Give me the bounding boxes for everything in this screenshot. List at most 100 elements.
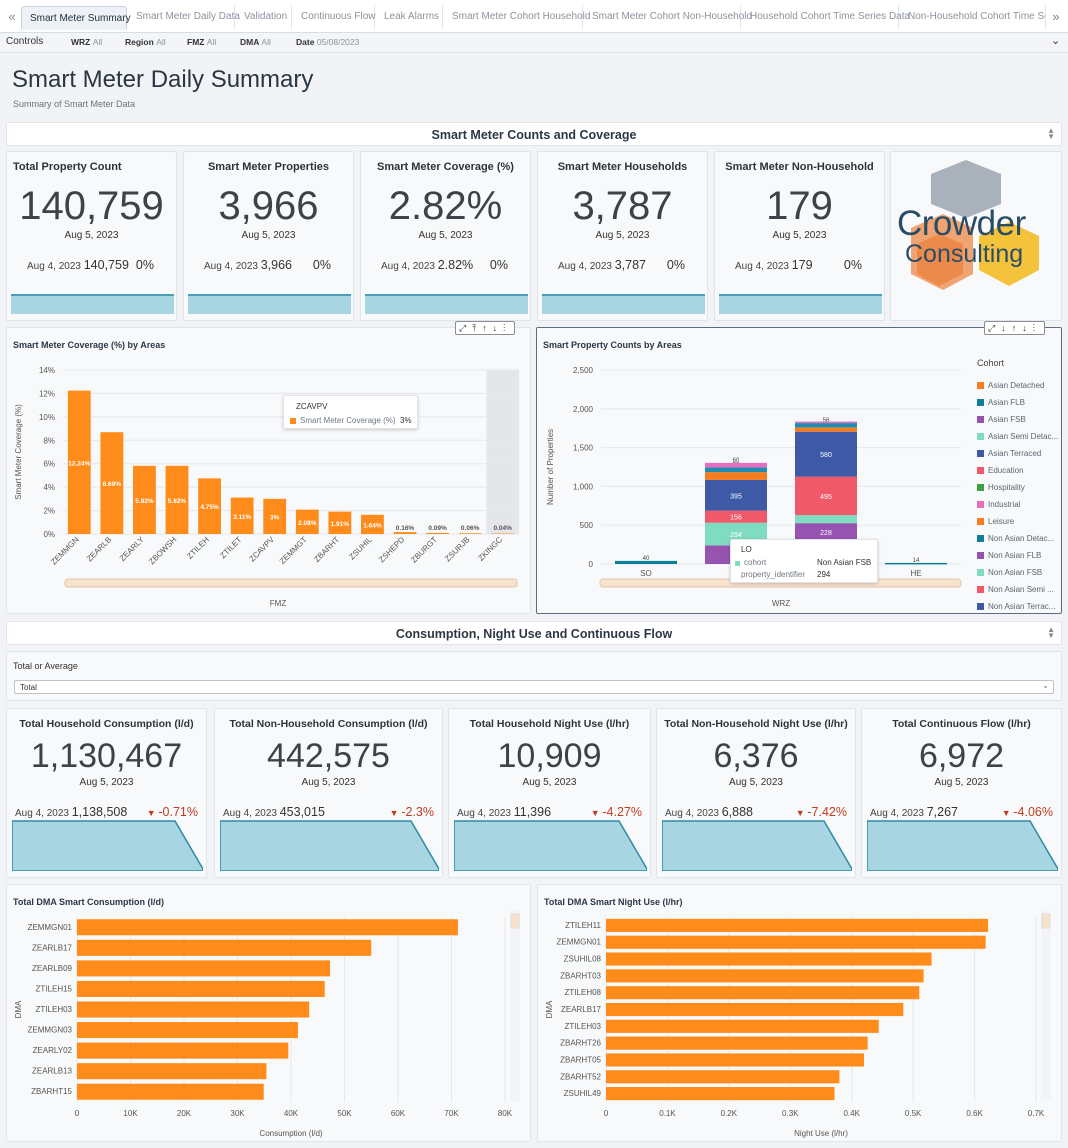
wrz-filter[interactable]: WRZ All xyxy=(71,37,103,47)
dma-consumption-svg[interactable]: 0 10K 20K 30K 40K 50K 60K 70K 80K ZEMMGN01 ZEARLB1… xyxy=(7,885,532,1143)
tab-continuous-flow[interactable]: Continuous Flow xyxy=(293,5,375,29)
kpi-comparison: Aug 4, 2023 7,267 xyxy=(870,805,958,819)
data-label: 156 xyxy=(730,515,742,522)
legend-item[interactable]: Asian FSB xyxy=(977,415,1026,424)
kpi-delta: 0% xyxy=(313,258,331,272)
legend-item[interactable]: Industrial xyxy=(977,500,1020,509)
y-tick-label: 4% xyxy=(43,483,55,492)
scrollbar-track xyxy=(1041,911,1051,1101)
y-tick-label: ZTILEH11 xyxy=(565,921,601,930)
kpi-card: Smart Meter Households 3,787 Aug 5, 2023 Au… xyxy=(537,151,708,321)
kpi-prev-value: 179 xyxy=(791,258,813,272)
legend-item[interactable]: Asian FLB xyxy=(977,398,1025,407)
total-or-average-select[interactable]: Total ⌄ xyxy=(14,680,1054,694)
x-tick-label: ZSURJB xyxy=(443,535,471,563)
kpi-value: 3,787 xyxy=(572,184,673,228)
stacked-bar-segment xyxy=(705,510,767,523)
tabs-scroll-left-icon[interactable]: « xyxy=(8,9,16,24)
x-tick-label: 0.5K xyxy=(905,1109,922,1118)
x-tick-label: ZCAVPV xyxy=(248,535,277,564)
dma-night-use-svg[interactable]: 0 0.1K 0.2K 0.3K 0.4K 0.5K 0.6K 0.7K ZTILEH11 ZEM… xyxy=(538,885,1063,1143)
chart-toolbar[interactable]: ⤢⤒↑↓⋮ xyxy=(455,321,516,335)
y-axis-title: DMA xyxy=(545,1000,554,1018)
x-tick-label: SO xyxy=(640,569,652,578)
tab-cohort-non-household[interactable]: Smart Meter Cohort Non-Household xyxy=(584,5,752,29)
legend-swatch xyxy=(977,518,984,525)
bar xyxy=(606,1002,904,1017)
controls-label: Controls xyxy=(6,36,44,47)
y-axis-title: DMA xyxy=(14,1000,23,1018)
y-tick-label: ZBARHT05 xyxy=(560,1055,601,1064)
tooltip-title: ZCAVPV xyxy=(296,402,328,411)
x-tick-label: ZBOWSH xyxy=(147,535,178,566)
cohort-legend[interactable]: Asian Detached Asian FLB Asian FSB Asian Se… xyxy=(977,381,1061,611)
legend-item[interactable]: Leisure xyxy=(977,517,1014,526)
bar xyxy=(230,497,254,534)
controls-bar[interactable]: Controls WRZ All Region All FMZ All DMA … xyxy=(0,33,1068,53)
kpi-sparkline xyxy=(220,820,439,871)
x-tick-label: ZEMMGT xyxy=(278,535,309,566)
y-tick-label: 14% xyxy=(39,366,55,375)
tab-household-time-series[interactable]: Household Cohort Time Series Data xyxy=(742,5,910,29)
bar xyxy=(361,514,384,534)
tooltip-row: Smart Meter Coverage (%) 3% xyxy=(290,416,412,425)
region-filter[interactable]: Region All xyxy=(125,37,166,47)
legend-swatch xyxy=(977,586,984,593)
kpi-date: Aug 5, 2023 xyxy=(772,230,827,241)
data-label: 4.75% xyxy=(200,504,219,511)
tab-smart-meter-summary[interactable]: Smart Meter Summary xyxy=(21,6,131,30)
x-axis-title: Night Use (l/hr) xyxy=(794,1129,848,1138)
kpi-card: Total Non-Household Night Use (l/hr) 6,37… xyxy=(656,708,856,878)
collapse-toggle-icon[interactable]: ▲ ▼ xyxy=(1047,126,1055,141)
legend-item[interactable]: Asian Semi Detac... xyxy=(977,432,1058,441)
legend-item[interactable]: Asian Detached xyxy=(977,381,1044,390)
data-label: 0.16% xyxy=(396,525,415,532)
stacked-bar-segment xyxy=(795,431,857,477)
y-tick-label: 12% xyxy=(39,389,55,398)
tabs-scroll-right-icon[interactable]: » xyxy=(1052,9,1060,24)
chevron-down-icon[interactable]: ⌄ xyxy=(1051,35,1061,47)
kpi-delta-value: -7.42% xyxy=(807,805,847,819)
tab-validation[interactable]: Validation xyxy=(236,5,292,29)
kpi-delta: 0% xyxy=(844,258,862,272)
tab-leak-alarms[interactable]: Leak Alarms xyxy=(376,5,443,29)
x-tick-label: ZTILET xyxy=(218,535,243,560)
bar xyxy=(606,1087,835,1101)
bar xyxy=(165,465,189,534)
kpi-delta-value: 0% xyxy=(489,258,508,272)
legend-item[interactable]: Non Asian FLB xyxy=(977,551,1041,560)
legend-item[interactable]: Hospitality xyxy=(977,483,1025,492)
y-tick-label: 0% xyxy=(43,530,55,539)
kpi-prev-value: 11,396 xyxy=(513,805,552,819)
tab-bar: « Smart Meter Summary Smart Meter Daily … xyxy=(0,0,1068,33)
logo-text-crowder: Crowder xyxy=(897,204,1026,243)
legend-item[interactable]: Non Asian Semi ... xyxy=(977,585,1054,594)
total-or-average-filter: Total or Average Total ⌄ xyxy=(6,651,1062,701)
y-tick-label: 10% xyxy=(39,413,55,422)
y-tick-label: ZEARLB17 xyxy=(32,943,73,952)
date-filter[interactable]: Date 05/08/2023 xyxy=(296,37,360,47)
legend-label: Non Asian FSB xyxy=(988,568,1043,577)
legend-swatch xyxy=(977,382,984,389)
fmz-filter[interactable]: FMZ All xyxy=(187,37,217,47)
legend-item[interactable]: Asian Terraced xyxy=(977,449,1041,458)
y-axis-title: Number of Properties xyxy=(546,429,555,505)
x-axis-title: Consumption (l/d) xyxy=(259,1129,322,1138)
kpi-comparison: Aug 4, 2023 1,138,508 xyxy=(15,805,127,819)
chart-toolbar[interactable]: ⤢↓↑↓⋮ xyxy=(984,321,1045,335)
dma-filter[interactable]: DMA All xyxy=(240,37,271,47)
legend-item[interactable]: Non Asian Detac... xyxy=(977,534,1054,543)
tab-non-household-time-series[interactable]: Non-Household Cohort Time Series xyxy=(900,5,1046,29)
legend-item[interactable]: Education xyxy=(977,466,1024,475)
stacked-bar-segment xyxy=(795,423,857,428)
tab-cohort-household[interactable]: Smart Meter Cohort Household xyxy=(444,5,590,29)
coverage-chart-svg[interactable]: 0% 2% 4% 6% 8% 10% 12% 14% 12.24% ZEMMGN 8.69% ZEAR… xyxy=(7,328,532,615)
stacked-bar-segment xyxy=(615,560,677,564)
legend-item[interactable]: Non Asian FSB xyxy=(977,568,1042,577)
collapse-toggle-icon[interactable]: ▲ ▼ xyxy=(1047,625,1055,640)
stacked-bar-segment xyxy=(705,467,767,473)
legend-item[interactable]: Non Asian Terrac... xyxy=(977,602,1055,611)
tab-smart-meter-daily-data[interactable]: Smart Meter Daily Data xyxy=(128,5,240,29)
page-subtitle: Summary of Smart Meter Data xyxy=(13,99,136,109)
kpi-delta: 0% xyxy=(490,258,508,272)
